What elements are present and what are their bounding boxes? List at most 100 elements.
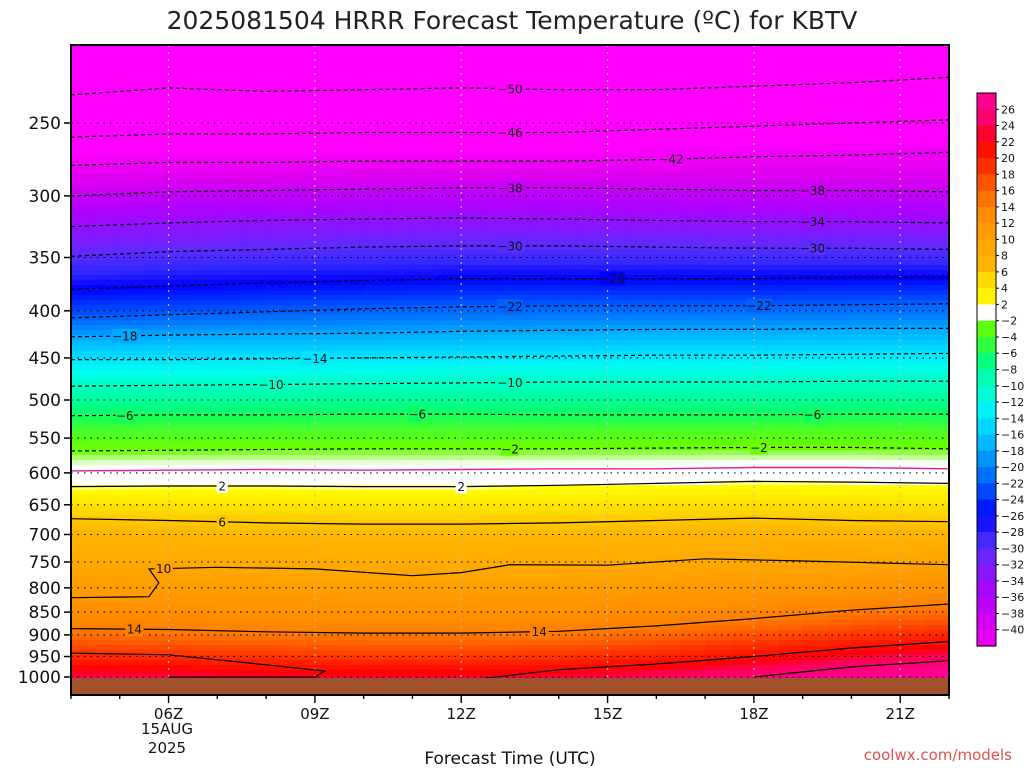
temperature-cell bbox=[802, 265, 828, 271]
temperature-cell bbox=[705, 60, 731, 66]
temperature-cell bbox=[900, 290, 926, 296]
temperature-cell bbox=[144, 400, 170, 406]
temperature-cell bbox=[412, 625, 438, 631]
temperature-cell bbox=[71, 445, 97, 451]
temperature-cell bbox=[192, 645, 219, 651]
temperature-cell bbox=[875, 200, 901, 206]
temperature-cell bbox=[485, 145, 511, 151]
temperature-cell bbox=[510, 670, 536, 676]
temperature-cell bbox=[461, 600, 487, 606]
temperature-cell bbox=[924, 285, 949, 291]
temperature-cell bbox=[119, 375, 145, 381]
temperature-cell bbox=[436, 100, 462, 106]
temperature-cell bbox=[168, 50, 194, 56]
temperature-cell bbox=[827, 265, 853, 271]
temperature-cell bbox=[656, 495, 682, 501]
temperature-cell bbox=[363, 400, 389, 406]
temperature-cell bbox=[95, 455, 121, 461]
colorbar-label: 24 bbox=[1001, 120, 1015, 133]
temperature-cell bbox=[144, 70, 170, 76]
temperature-cell bbox=[192, 280, 219, 286]
temperature-cell bbox=[583, 600, 609, 606]
temperature-cell bbox=[631, 555, 658, 561]
temperature-cell bbox=[217, 625, 243, 631]
colorbar-swatch bbox=[977, 418, 996, 436]
temperature-cell bbox=[827, 390, 853, 396]
temperature-cell bbox=[631, 285, 658, 291]
temperature-cell bbox=[729, 390, 755, 396]
temperature-cell bbox=[583, 305, 609, 311]
temperature-cell bbox=[558, 105, 584, 111]
temperature-cell bbox=[314, 95, 341, 101]
temperature-cell bbox=[851, 645, 877, 651]
temperature-cell bbox=[290, 255, 316, 261]
temperature-cell bbox=[729, 90, 755, 96]
temperature-cell bbox=[924, 125, 949, 131]
temperature-cell bbox=[583, 555, 609, 561]
temperature-cell bbox=[680, 400, 706, 406]
temperature-cell bbox=[363, 155, 389, 161]
temperature-cell bbox=[802, 350, 828, 356]
temperature-cell bbox=[412, 370, 438, 376]
temperature-cell bbox=[266, 60, 292, 66]
temperature-cell bbox=[290, 545, 316, 551]
temperature-cell bbox=[607, 450, 633, 456]
temperature-cell bbox=[412, 310, 438, 316]
temperature-cell bbox=[631, 460, 658, 466]
temperature-cell bbox=[729, 445, 755, 451]
temperature-cell bbox=[705, 645, 731, 651]
temperature-cell bbox=[900, 620, 926, 626]
temperature-cell bbox=[95, 510, 121, 516]
temperature-cell bbox=[827, 635, 853, 641]
temperature-cell bbox=[558, 115, 584, 121]
temperature-cell bbox=[827, 250, 853, 256]
temperature-cell bbox=[583, 320, 609, 326]
temperature-cell bbox=[607, 125, 633, 131]
temperature-cell bbox=[851, 70, 877, 76]
temperature-cell bbox=[802, 130, 828, 136]
temperature-cell bbox=[778, 270, 804, 276]
temperature-cell bbox=[168, 570, 194, 576]
temperature-cell bbox=[875, 375, 901, 381]
temperature-cell bbox=[461, 260, 487, 266]
temperature-cell bbox=[144, 240, 170, 246]
temperature-cell bbox=[900, 520, 926, 526]
temperature-cell bbox=[363, 545, 389, 551]
temperature-cell bbox=[363, 380, 389, 386]
temperature-cell bbox=[71, 335, 97, 341]
temperature-cell bbox=[900, 315, 926, 321]
temperature-cell bbox=[217, 100, 243, 106]
temperature-cell bbox=[339, 445, 365, 451]
temperature-cell bbox=[192, 325, 219, 331]
temperature-cell bbox=[510, 320, 536, 326]
temperature-cell bbox=[924, 60, 949, 66]
temperature-cell bbox=[290, 530, 316, 536]
temperature-cell bbox=[875, 210, 901, 216]
temperature-cell bbox=[900, 90, 926, 96]
temperature-cell bbox=[558, 390, 584, 396]
temperature-cell bbox=[705, 595, 731, 601]
temperature-cell bbox=[534, 170, 560, 176]
temperature-cell bbox=[388, 230, 414, 236]
temperature-cell bbox=[388, 175, 414, 181]
temperature-cell bbox=[119, 550, 145, 556]
temperature-cell bbox=[583, 405, 609, 411]
temperature-cell bbox=[510, 55, 536, 61]
temperature-cell bbox=[436, 270, 462, 276]
temperature-cell bbox=[241, 110, 267, 116]
temperature-cell bbox=[71, 545, 97, 551]
temperature-cell bbox=[851, 300, 877, 306]
temperature-cell bbox=[778, 485, 804, 491]
temperature-cell bbox=[802, 180, 828, 186]
temperature-cell bbox=[924, 330, 949, 336]
temperature-cell bbox=[461, 545, 487, 551]
temperature-cell bbox=[461, 200, 487, 206]
temperature-cell bbox=[729, 45, 755, 51]
temperature-cell bbox=[339, 340, 365, 346]
temperature-cell bbox=[168, 325, 194, 331]
temperature-cell bbox=[461, 85, 487, 91]
temperature-cell bbox=[753, 570, 780, 576]
temperature-cell bbox=[363, 115, 389, 121]
temperature-cell bbox=[144, 575, 170, 581]
temperature-cell bbox=[95, 255, 121, 261]
